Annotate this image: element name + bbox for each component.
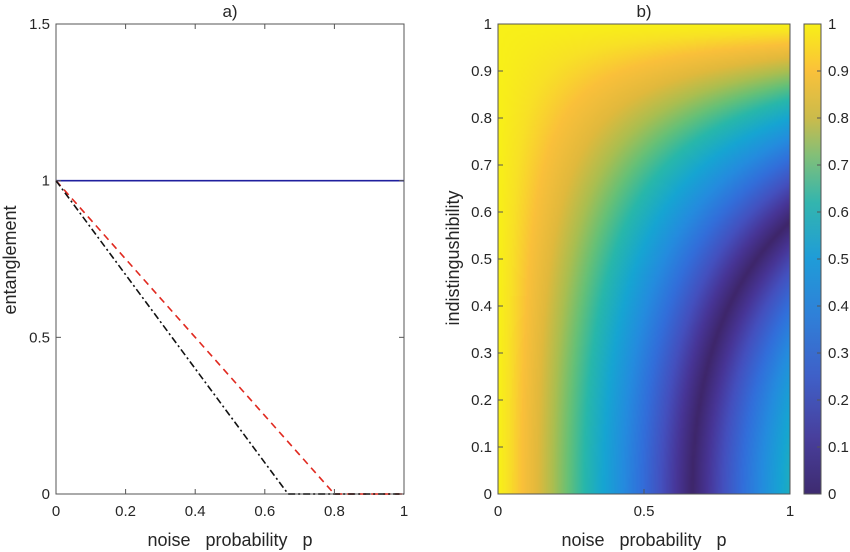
panel-a-series-dashdot — [55, 180, 404, 495]
panel-a-ylabel: entanglement — [0, 205, 20, 314]
panel-a-xtick-label: 0.4 — [185, 503, 206, 520]
panel-a-series-dashed — [55, 180, 404, 495]
panel-b-xtick-label: 1 — [786, 503, 794, 520]
colorbar-tick-label: 0.7 — [828, 157, 849, 174]
panel-b-ytick-label: 0.9 — [471, 63, 492, 80]
panel-a-ytick-label: 0 — [42, 486, 50, 503]
panel-b-ytick-label: 0.2 — [471, 392, 492, 409]
panel-b-ytick-label: 0.4 — [471, 298, 492, 315]
panel-b-ticks: 0 0.5 1 0 0.1 0.2 0.3 0.4 0.5 0.6 0.7 0.8 0.9 1 — [471, 16, 794, 520]
panel-b-ytick-label: 0.7 — [471, 157, 492, 174]
colorbar-tick-label: 0.6 — [828, 204, 849, 221]
panel-b-ytick-label: 0 — [484, 486, 492, 503]
colorbar-tick-label: 0.4 — [828, 298, 849, 315]
panel-a-xtick-label: 0.6 — [254, 503, 275, 520]
panel-b-ytick-label: 1 — [484, 16, 492, 33]
panel-a-xlabel: noise probability p — [147, 530, 312, 550]
panel-b-ytick-label: 0.5 — [471, 251, 492, 268]
panel-a-xtick-label: 0.2 — [115, 503, 136, 520]
panel-b-ytick-label: 0.8 — [471, 110, 492, 127]
panel-b-xlabel: noise probability p — [561, 530, 726, 550]
panel-a-ytick-label: 0.5 — [29, 329, 50, 346]
panel-b-heatmap — [498, 24, 790, 494]
panel-b-ylabel: indistingushibility — [443, 190, 463, 325]
colorbar-tick-label: 1 — [828, 16, 836, 33]
colorbar-ticks: 0 0.1 0.2 0.3 0.4 0.5 0.6 0.7 0.8 0.9 1 — [817, 16, 849, 503]
panel-a-ytick-label: 1 — [42, 173, 50, 190]
panel-b-xtick-label: 0 — [494, 503, 502, 520]
colorbar-tick-label: 0.5 — [828, 251, 849, 268]
panel-b-title: b) — [636, 2, 651, 21]
panel-b-xtick-label: 0.5 — [634, 503, 655, 520]
panel-a-xtick-label: 0.8 — [324, 503, 345, 520]
panel-b-ytick-label: 0.6 — [471, 204, 492, 221]
panel-b: b) 0 0.5 1 0 0.1 0.2 0.3 0.4 0.5 0.6 0.7 0.8 0.9 1 no… — [443, 2, 849, 550]
panel-a: a) 0 0.2 0.4 0.6 0.8 1 0 0.5 1 1.5 noise probabil… — [0, 2, 408, 550]
colorbar-tick-label: 0.3 — [828, 345, 849, 362]
colorbar-tick-label: 0.8 — [828, 110, 849, 127]
panel-b-ytick-label: 0.3 — [471, 345, 492, 362]
panel-a-xtick-label: 0 — [52, 503, 60, 520]
colorbar-tick-label: 0 — [828, 486, 836, 503]
panel-a-ytick-label: 1.5 — [29, 16, 50, 33]
panel-a-axes — [55, 23, 405, 495]
colorbar-tick-label: 0.1 — [828, 439, 849, 456]
panel-a-ticks: 0 0.2 0.4 0.6 0.8 1 0 0.5 1 1.5 — [29, 16, 408, 520]
colorbar-tick-label: 0.9 — [828, 63, 849, 80]
panel-a-series — [55, 179, 404, 495]
panel-a-title: a) — [222, 2, 237, 21]
colorbar-tick-label: 0.2 — [828, 392, 849, 409]
panel-b-ytick-label: 0.1 — [471, 439, 492, 456]
panel-a-xtick-label: 1 — [400, 503, 408, 520]
